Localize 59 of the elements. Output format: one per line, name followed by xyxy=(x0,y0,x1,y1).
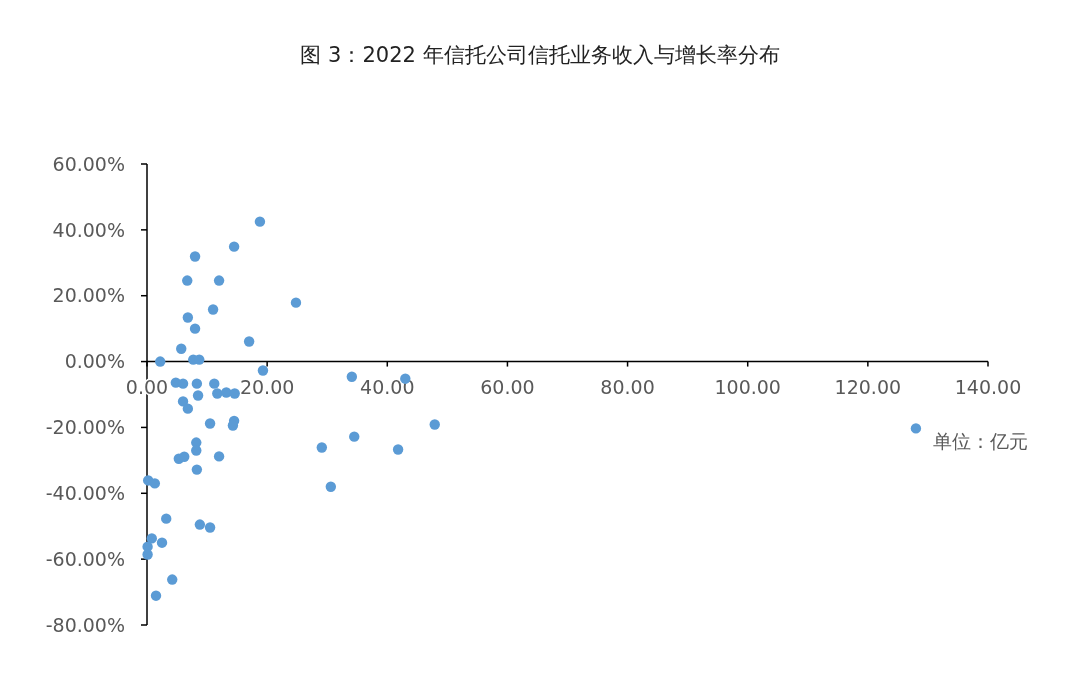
point xyxy=(189,323,201,334)
point xyxy=(156,537,168,548)
point xyxy=(192,390,204,401)
x-tick-label: 120.00 xyxy=(834,375,902,398)
point xyxy=(910,423,922,434)
point xyxy=(161,513,172,524)
point xyxy=(290,297,302,308)
point xyxy=(212,388,223,399)
point xyxy=(142,549,153,560)
point xyxy=(155,356,166,367)
point xyxy=(349,431,360,442)
point xyxy=(150,590,162,601)
y-tick-label: -80.00% xyxy=(45,613,125,636)
point xyxy=(182,312,194,323)
point xyxy=(191,445,202,456)
x-tick-label: 40.00 xyxy=(360,375,415,398)
point xyxy=(221,387,232,398)
point xyxy=(146,533,158,544)
point xyxy=(213,275,225,286)
point xyxy=(176,343,187,354)
point xyxy=(182,403,194,414)
point xyxy=(228,241,240,252)
y-tick-label: -60.00% xyxy=(45,547,125,570)
point xyxy=(209,378,220,389)
point xyxy=(316,442,328,453)
x-axis-title: 单位：亿元 xyxy=(933,430,1028,452)
point xyxy=(167,574,178,585)
point xyxy=(194,519,206,530)
y-tick-label: -20.00% xyxy=(45,416,125,439)
point xyxy=(204,522,216,533)
point xyxy=(191,378,203,389)
point xyxy=(229,388,240,399)
y-tick-label: 20.00% xyxy=(52,284,125,307)
point xyxy=(207,304,219,315)
x-tick-label: 60.00 xyxy=(480,375,535,398)
y-tick-label: 40.00% xyxy=(52,218,125,241)
point xyxy=(179,451,190,462)
x-tick-label: 100.00 xyxy=(714,375,781,398)
y-tick-label: 0.00% xyxy=(64,350,125,373)
point xyxy=(204,418,216,429)
point xyxy=(182,275,193,286)
point xyxy=(325,481,337,492)
point xyxy=(213,451,225,462)
point xyxy=(177,396,189,407)
point xyxy=(346,371,358,382)
y-tick-label: 60.00% xyxy=(52,152,125,175)
x-tick-label: 140.00 xyxy=(954,375,1022,398)
x-tick-label: 80.00 xyxy=(600,375,655,398)
point xyxy=(149,478,161,489)
point xyxy=(257,365,269,376)
x-tick-label: 20.00 xyxy=(239,375,295,398)
point xyxy=(392,444,404,455)
y-tick-label: -40.00% xyxy=(45,481,125,504)
point xyxy=(243,336,255,347)
point xyxy=(189,251,201,262)
point xyxy=(254,216,266,227)
point xyxy=(429,419,440,430)
point xyxy=(191,464,203,475)
chart-title: 图 3：2022 年信托公司信托业务收入与增长率分布 xyxy=(300,43,780,67)
